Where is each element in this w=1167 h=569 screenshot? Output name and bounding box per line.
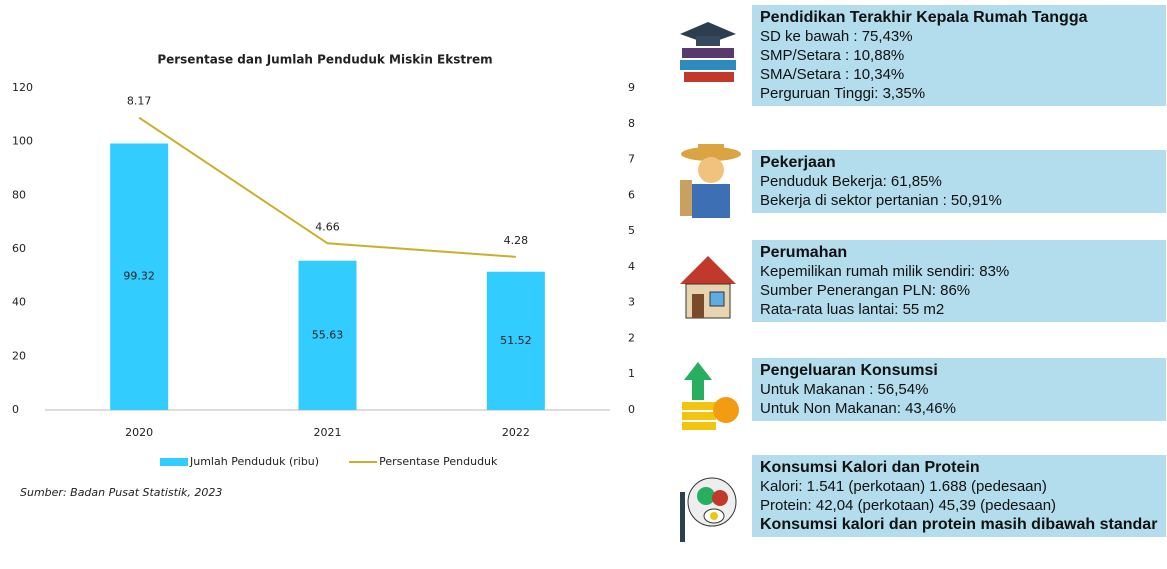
line bbox=[139, 118, 516, 257]
y2-tick-label: 1 bbox=[628, 367, 635, 380]
line-value-label: 8.17 bbox=[127, 95, 152, 108]
x-tick-label: 2021 bbox=[314, 426, 342, 439]
y-tick-label: 20 bbox=[12, 349, 26, 362]
x-tick-label: 2020 bbox=[125, 426, 153, 439]
y2-tick-label: 4 bbox=[628, 260, 635, 273]
panel-title: Konsumsi Kalori dan Protein bbox=[760, 458, 1158, 477]
food-icon bbox=[676, 462, 740, 547]
bar-value-label: 99.32 bbox=[123, 270, 155, 283]
panel-title: Pendidikan Terakhir Kepala Rumah Tangga bbox=[760, 8, 1158, 27]
bar-value-label: 51.52 bbox=[500, 334, 532, 347]
y2-tick-label: 6 bbox=[628, 188, 635, 201]
panel-line: Protein: 42,04 (perkotaan) 45,39 (pedesa… bbox=[760, 496, 1158, 515]
panel-line: Untuk Makanan : 56,54% bbox=[760, 380, 1158, 399]
panel-line: Sumber Penerangan PLN: 86% bbox=[760, 281, 1158, 300]
page: Persentase dan Jumlah Penduduk Miskin Ek… bbox=[0, 0, 1167, 569]
panel-line: Bekerja di sektor pertanian : 50,91% bbox=[760, 191, 1158, 210]
y2-tick-label: 8 bbox=[628, 117, 635, 130]
panel-note: Konsumsi kalori dan protein masih dibawa… bbox=[760, 515, 1158, 534]
panel-title: Pekerjaan bbox=[760, 153, 1158, 172]
y-tick-label: 0 bbox=[12, 403, 19, 416]
y-tick-label: 100 bbox=[12, 135, 33, 148]
legend-label: Persentase Penduduk bbox=[379, 455, 498, 468]
y2-tick-label: 5 bbox=[628, 224, 635, 237]
panel-line: Kalori: 1.541 (perkotaan) 1.688 (pedesaa… bbox=[760, 477, 1158, 496]
panel-line: Untuk Non Makanan: 43,46% bbox=[760, 399, 1158, 418]
chart: Persentase dan Jumlah Penduduk Miskin Ek… bbox=[0, 0, 650, 520]
y-tick-label: 40 bbox=[12, 296, 26, 309]
money-icon bbox=[676, 358, 740, 433]
panel-line: Kepemilikan rumah milik sendiri: 83% bbox=[760, 262, 1158, 281]
y-tick-label: 120 bbox=[12, 81, 33, 94]
line-value-label: 4.66 bbox=[315, 220, 340, 233]
y2-tick-label: 7 bbox=[628, 153, 635, 166]
panel-line: Perguruan Tinggi: 3,35% bbox=[760, 84, 1158, 103]
panel-line: SD ke bawah : 75,43% bbox=[760, 27, 1158, 46]
house-icon bbox=[676, 252, 740, 322]
x-tick-label: 2022 bbox=[502, 426, 530, 439]
panel-line: SMA/Setara : 10,34% bbox=[760, 65, 1158, 84]
legend-swatch bbox=[160, 458, 188, 466]
bar-value-label: 55.63 bbox=[312, 328, 344, 341]
panel-line: Penduduk Bekerja: 61,85% bbox=[760, 172, 1158, 191]
education-icon bbox=[676, 18, 740, 88]
legend-label: Jumlah Penduduk (ribu) bbox=[189, 455, 319, 468]
y2-tick-label: 9 bbox=[628, 81, 635, 94]
panel-title: Perumahan bbox=[760, 243, 1158, 262]
panel-line: SMP/Setara : 10,88% bbox=[760, 46, 1158, 65]
panel-line: Rata-rata luas lantai: 55 m2 bbox=[760, 300, 1158, 319]
farmer-icon bbox=[676, 140, 746, 220]
panel-title: Pengeluaran Konsumsi bbox=[760, 361, 1158, 380]
y2-tick-label: 2 bbox=[628, 331, 635, 344]
line-value-label: 4.28 bbox=[504, 234, 529, 247]
y2-tick-label: 0 bbox=[628, 403, 635, 416]
y2-tick-label: 3 bbox=[628, 296, 635, 309]
source: Sumber: Badan Pusat Statistik, 2023 bbox=[20, 486, 222, 499]
y-tick-label: 60 bbox=[12, 242, 26, 255]
chart-title: Persentase dan Jumlah Penduduk Miskin Ek… bbox=[157, 53, 492, 67]
y-tick-label: 80 bbox=[12, 188, 26, 201]
